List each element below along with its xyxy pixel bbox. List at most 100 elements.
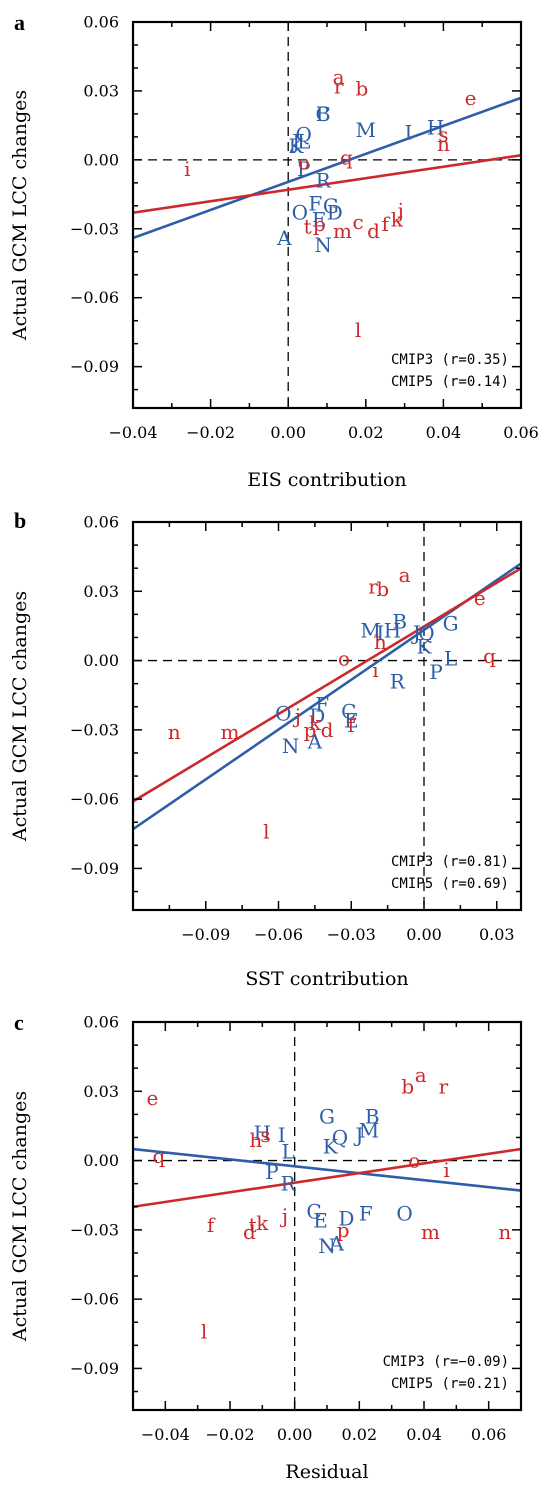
data-point-cmip3-A: A — [276, 226, 292, 250]
data-point-cmip3-B: B — [392, 609, 407, 633]
data-point-cmip3-P: P — [297, 157, 310, 181]
panel-letter: c — [14, 1010, 24, 1035]
data-point-cmip5-e: e — [465, 86, 477, 110]
data-point-cmip3-L: L — [282, 1139, 295, 1163]
data-point-cmip3-N: N — [282, 734, 300, 758]
x-tick-label: 0.02 — [348, 423, 384, 442]
data-point-cmip5-o: o — [408, 1149, 420, 1173]
fit-line-cmip5 — [133, 567, 521, 803]
x-tick-label: 0.04 — [406, 1425, 442, 1444]
data-point-cmip3-P: P — [265, 1160, 278, 1184]
y-tick-label: −0.09 — [70, 859, 119, 878]
data-point-cmip5-o: o — [298, 150, 310, 174]
data-point-cmip3-M: M — [360, 619, 380, 643]
data-point-cmip3-J: J — [290, 129, 300, 153]
data-point-cmip3-P: P — [429, 660, 442, 684]
data-point-cmip5-r: r — [334, 74, 344, 98]
data-point-cmip3-I: I — [376, 621, 384, 645]
y-tick-label: −0.03 — [70, 219, 119, 238]
y-axis-label: Actual GCM LCC changes — [9, 591, 31, 842]
y-tick-label: −0.03 — [70, 1220, 119, 1239]
x-axis-label: EIS contribution — [247, 469, 406, 491]
data-point-cmip3-E: E — [312, 208, 327, 232]
data-point-cmip3-C: C — [306, 1199, 321, 1223]
data-point-cmip5-h: h — [374, 630, 387, 654]
data-point-cmip5-j: j — [280, 1204, 288, 1228]
data-point-cmip3-F: F — [308, 192, 322, 216]
x-tick-label: 0.02 — [342, 1425, 378, 1444]
panel-letter: b — [14, 508, 26, 533]
data-point-cmip3-J: J — [353, 1123, 363, 1147]
data-point-cmip5-e: e — [146, 1086, 158, 1110]
data-point-cmip3-J: J — [411, 621, 421, 645]
y-tick-label: 0.00 — [83, 651, 119, 670]
data-point-cmip5-m: m — [221, 720, 240, 744]
data-point-cmip3-C: C — [315, 102, 330, 126]
data-point-cmip5-k: k — [256, 1211, 269, 1235]
data-point-cmip5-r: r — [368, 575, 378, 599]
data-point-cmip5-n: n — [437, 132, 450, 156]
data-point-cmip5-p: p — [313, 212, 326, 236]
y-tick-label: −0.06 — [70, 288, 119, 307]
data-point-cmip3-K: K — [417, 635, 433, 659]
fit-line-cmip5 — [133, 1147, 521, 1209]
x-tick-label: −0.04 — [141, 1425, 190, 1444]
data-point-cmip3-M: M — [356, 118, 376, 142]
x-tick-label: −0.06 — [254, 925, 303, 944]
y-tick-label: −0.09 — [70, 357, 119, 376]
data-point-cmip5-q: q — [340, 146, 353, 170]
x-tick-label: −0.04 — [108, 423, 157, 442]
data-point-cmip5-f: f — [381, 212, 390, 236]
data-point-cmip5-m: m — [421, 1220, 440, 1244]
data-point-cmip3-G: G — [319, 1105, 335, 1129]
data-point-cmip5-k: k — [391, 208, 404, 232]
y-tick-label: −0.09 — [70, 1359, 119, 1378]
data-point-cmip3-N: N — [318, 1234, 336, 1258]
y-tick-label: 0.06 — [83, 1013, 119, 1032]
data-point-cmip3-H: H — [254, 1121, 271, 1145]
data-point-cmip3-K: K — [323, 1135, 339, 1159]
data-point-cmip5-l: l — [263, 819, 269, 843]
data-point-cmip3-L: L — [297, 129, 310, 153]
data-point-cmip5-j: j — [293, 704, 301, 728]
data-point-cmip3-E: E — [344, 709, 359, 733]
data-point-cmip5-f: f — [207, 1213, 216, 1237]
data-point-cmip5-e: e — [474, 586, 486, 610]
y-tick-label: 0.06 — [83, 13, 119, 32]
x-tick-label: 0.04 — [426, 423, 462, 442]
y-tick-label: 0.03 — [83, 582, 119, 601]
data-point-cmip5-m: m — [333, 219, 352, 243]
correlation-annotation: CMIP3 (r=0.35) — [391, 352, 509, 368]
data-point-cmip3-B: B — [365, 1105, 380, 1129]
data-point-cmip3-G: G — [323, 194, 339, 218]
y-tick-label: −0.06 — [70, 790, 119, 809]
data-point-cmip5-k: k — [309, 711, 322, 735]
plot-frame — [131, 520, 523, 912]
fit-line-cmip3 — [133, 1147, 521, 1192]
data-point-cmip5-i: i — [443, 1158, 449, 1182]
data-point-cmip5-b: b — [376, 577, 389, 601]
data-point-cmip5-l: l — [201, 1319, 207, 1343]
correlation-annotation: CMIP5 (r=0.21) — [391, 1376, 509, 1392]
data-point-cmip5-t: t — [304, 214, 312, 238]
data-point-cmip5-i: i — [372, 658, 378, 682]
data-point-cmip5-p: p — [337, 1218, 350, 1242]
data-point-cmip5-s: s — [260, 1123, 270, 1147]
data-point-cmip3-H: H — [427, 116, 444, 140]
fit-line-cmip5 — [133, 153, 521, 214]
data-point-cmip3-E: E — [313, 1209, 328, 1233]
y-tick-label: 0.03 — [83, 81, 119, 100]
y-tick-label: 0.00 — [83, 150, 119, 169]
data-point-cmip3-G: G — [443, 612, 459, 636]
y-axis-label: Actual GCM LCC changes — [9, 90, 31, 341]
x-tick-label: 0.06 — [471, 1425, 507, 1444]
x-tick-label: −0.02 — [186, 423, 235, 442]
data-point-cmip5-j: j — [396, 198, 404, 222]
data-point-cmip5-d: d — [367, 219, 380, 243]
data-point-cmip3-I: I — [405, 120, 413, 144]
x-axis-label: SST contribution — [245, 968, 408, 990]
data-point-cmip5-n: n — [168, 720, 181, 744]
